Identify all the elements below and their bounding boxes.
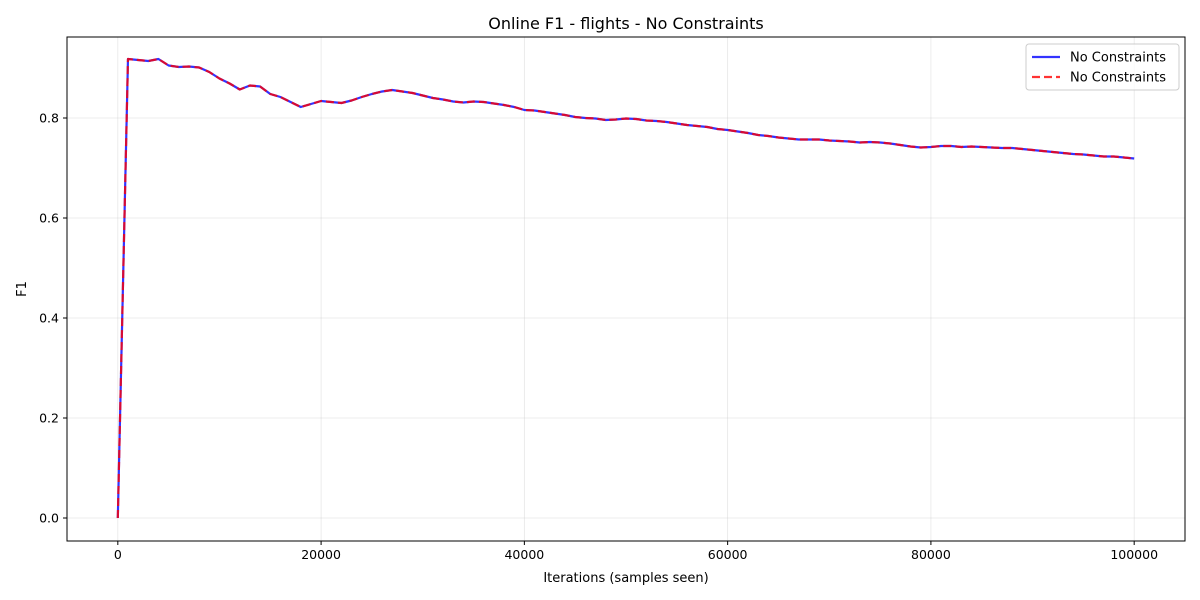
series-line-dashed [116,57,1135,519]
plot-frame [66,36,1186,542]
x-tick-label: 60000 [708,547,748,562]
x-tick-label: 20000 [301,547,341,562]
x-tick-label: 0 [114,547,122,562]
y-tick-label: 0.8 [39,111,59,126]
x-axis-label: Iterations (samples seen) [543,571,708,586]
y-axis-label: F1 [15,281,30,297]
chart-title: Online F1 - flights - No Constraints [488,14,764,33]
series-line-solid [116,57,1135,519]
y-tick-label: 0.6 [39,211,59,226]
grid-layer [67,37,1185,541]
legend-label: No Constraints [1070,51,1166,66]
x-tick-label: 100000 [1110,547,1158,562]
series-layer [116,57,1135,519]
legend-box [1025,43,1180,91]
y-tick-label: 0.4 [39,311,59,326]
legend: No Constraints No Constraints [1025,43,1180,91]
y-tick-label: 0.0 [39,511,59,526]
tick-layer: 0 20000 40000 60000 80000 100000 0.0 0.2 0.4 0.6 0… [39,111,1158,563]
x-tick-label: 80000 [911,547,951,562]
y-tick-label: 0.2 [39,411,59,426]
legend-label: No Constraints [1070,71,1166,86]
x-tick-label: 40000 [504,547,544,562]
